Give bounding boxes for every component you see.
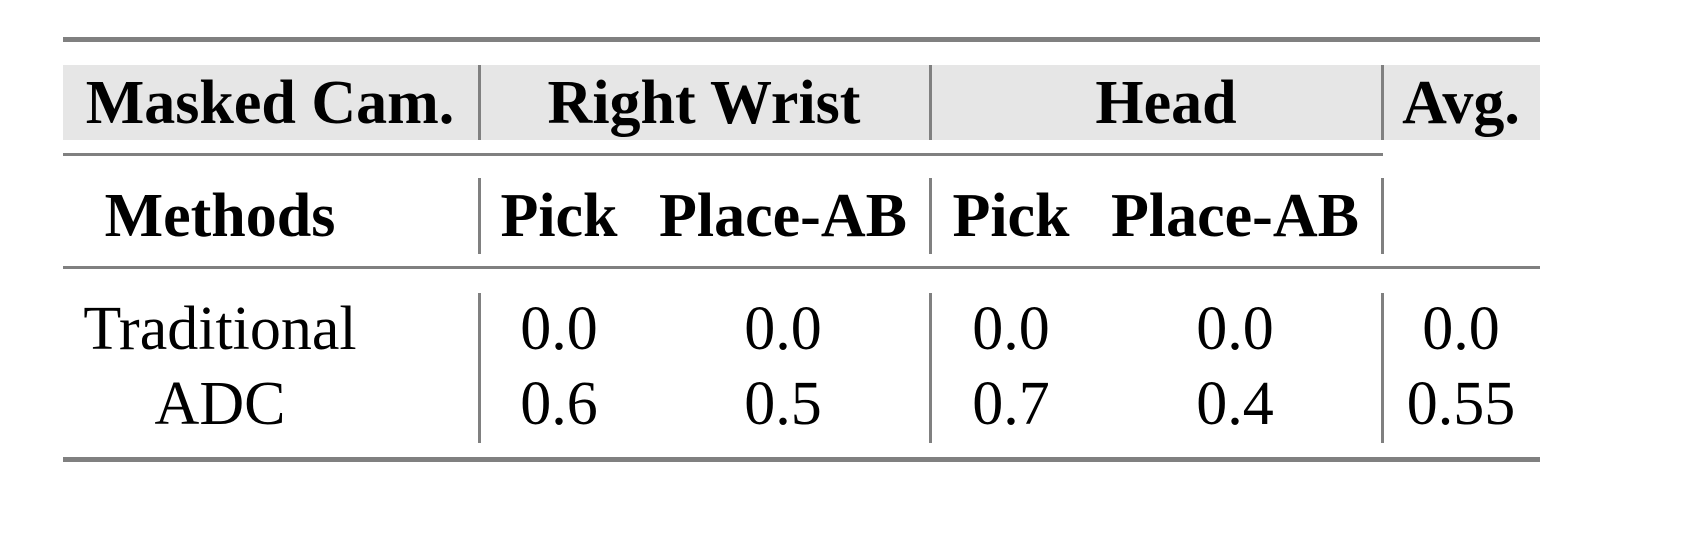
methods-header: Methods [104,182,336,250]
col-divider [478,178,481,254]
bottom-rule [63,457,1540,462]
method-name: Traditional [83,295,357,363]
cell-value: 0.4 [1196,370,1274,438]
group-rule [63,153,1383,156]
header-bg [63,65,1540,140]
col-divider [478,65,481,140]
column-header: Pick [952,182,1070,250]
col-divider [929,178,932,254]
col-divider [478,293,481,443]
cell-value: 0.55 [1406,370,1516,438]
mid-rule [63,266,1540,269]
col-divider [1381,65,1384,140]
column-header: Place-AB [659,182,907,250]
top-rule [63,37,1540,42]
col-divider [929,293,932,443]
group-header-right-wrist: Right Wrist [547,69,861,137]
cell-value: 0.0 [1422,295,1500,363]
cell-value: 0.5 [744,370,822,438]
col-divider [1381,293,1384,443]
col-divider [1381,178,1384,254]
cell-value: 0.0 [744,295,822,363]
avg-header: Avg. [1402,69,1520,137]
group-header-head: Head [1095,69,1237,137]
cell-value: 0.7 [972,370,1050,438]
masked-cam-header: Masked Cam. [85,69,455,137]
col-divider [929,65,932,140]
method-name: ADC [154,370,286,438]
cell-value: 0.0 [1196,295,1274,363]
cell-value: 0.0 [520,295,598,363]
cell-value: 0.0 [972,295,1050,363]
cell-value: 0.6 [520,370,598,438]
column-header: Place-AB [1111,182,1359,250]
column-header: Pick [500,182,618,250]
